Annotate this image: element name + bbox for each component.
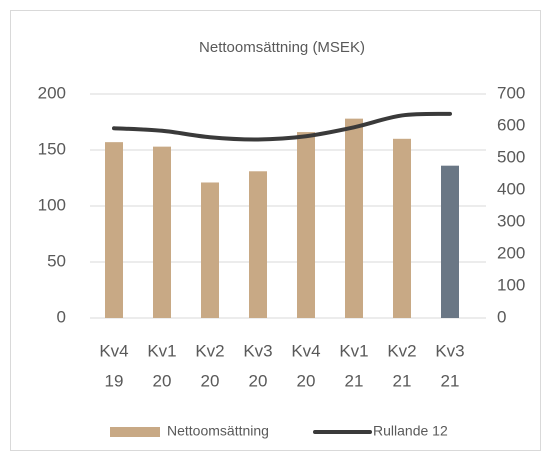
x-tick-label: 20: [201, 371, 220, 390]
bar: [201, 182, 219, 318]
x-tick-label: 20: [153, 371, 172, 390]
x-tick-label: Kv2: [195, 341, 224, 360]
x-tick-label: 19: [105, 371, 124, 390]
legend-label: Nettoomsättning: [167, 423, 269, 439]
x-tick-label: Kv4: [99, 341, 128, 360]
bar: [249, 171, 267, 318]
x-tick-label: Kv1: [339, 341, 368, 360]
y-tick-label: 100: [38, 195, 66, 214]
x-tick-label: Kv4: [291, 341, 320, 360]
x-tick-label: 21: [441, 371, 460, 390]
x-tick-label: Kv3: [435, 341, 464, 360]
legend-label: Rullande 12: [373, 423, 448, 439]
x-tick-label: 21: [393, 371, 412, 390]
y2-tick-label: 600: [497, 115, 525, 134]
y2-tick-label: 0: [497, 307, 506, 326]
chart-title: Nettoomsättning (MSEK): [199, 39, 365, 56]
y2-tick-label: 400: [497, 179, 525, 198]
bar: [393, 138, 411, 318]
line: [112, 111, 452, 142]
y-tick-label: 0: [57, 307, 66, 326]
x-tick-label: 21: [345, 371, 364, 390]
bar: [345, 118, 363, 318]
bar: [105, 142, 123, 318]
y2-tick-label: 100: [497, 275, 525, 294]
legend-swatch: [110, 427, 160, 437]
x-tick-label: Kv1: [147, 341, 176, 360]
x-tick-label: 20: [249, 371, 268, 390]
y-tick-label: 200: [38, 83, 66, 102]
y2-tick-label: 500: [497, 147, 525, 166]
y2-tick-label: 200: [497, 243, 525, 262]
x-tick-label: Kv3: [243, 341, 272, 360]
y2-tick-label: 300: [497, 211, 525, 230]
x-tick-label: 20: [297, 371, 316, 390]
y-tick-label: 50: [47, 251, 66, 270]
x-tick-label: Kv2: [387, 341, 416, 360]
chart-border: [10, 10, 541, 451]
bar: [153, 146, 171, 318]
y-tick-label: 150: [38, 139, 66, 158]
y2-tick-label: 700: [497, 83, 525, 102]
bar: [441, 165, 459, 318]
bar: [297, 132, 315, 318]
